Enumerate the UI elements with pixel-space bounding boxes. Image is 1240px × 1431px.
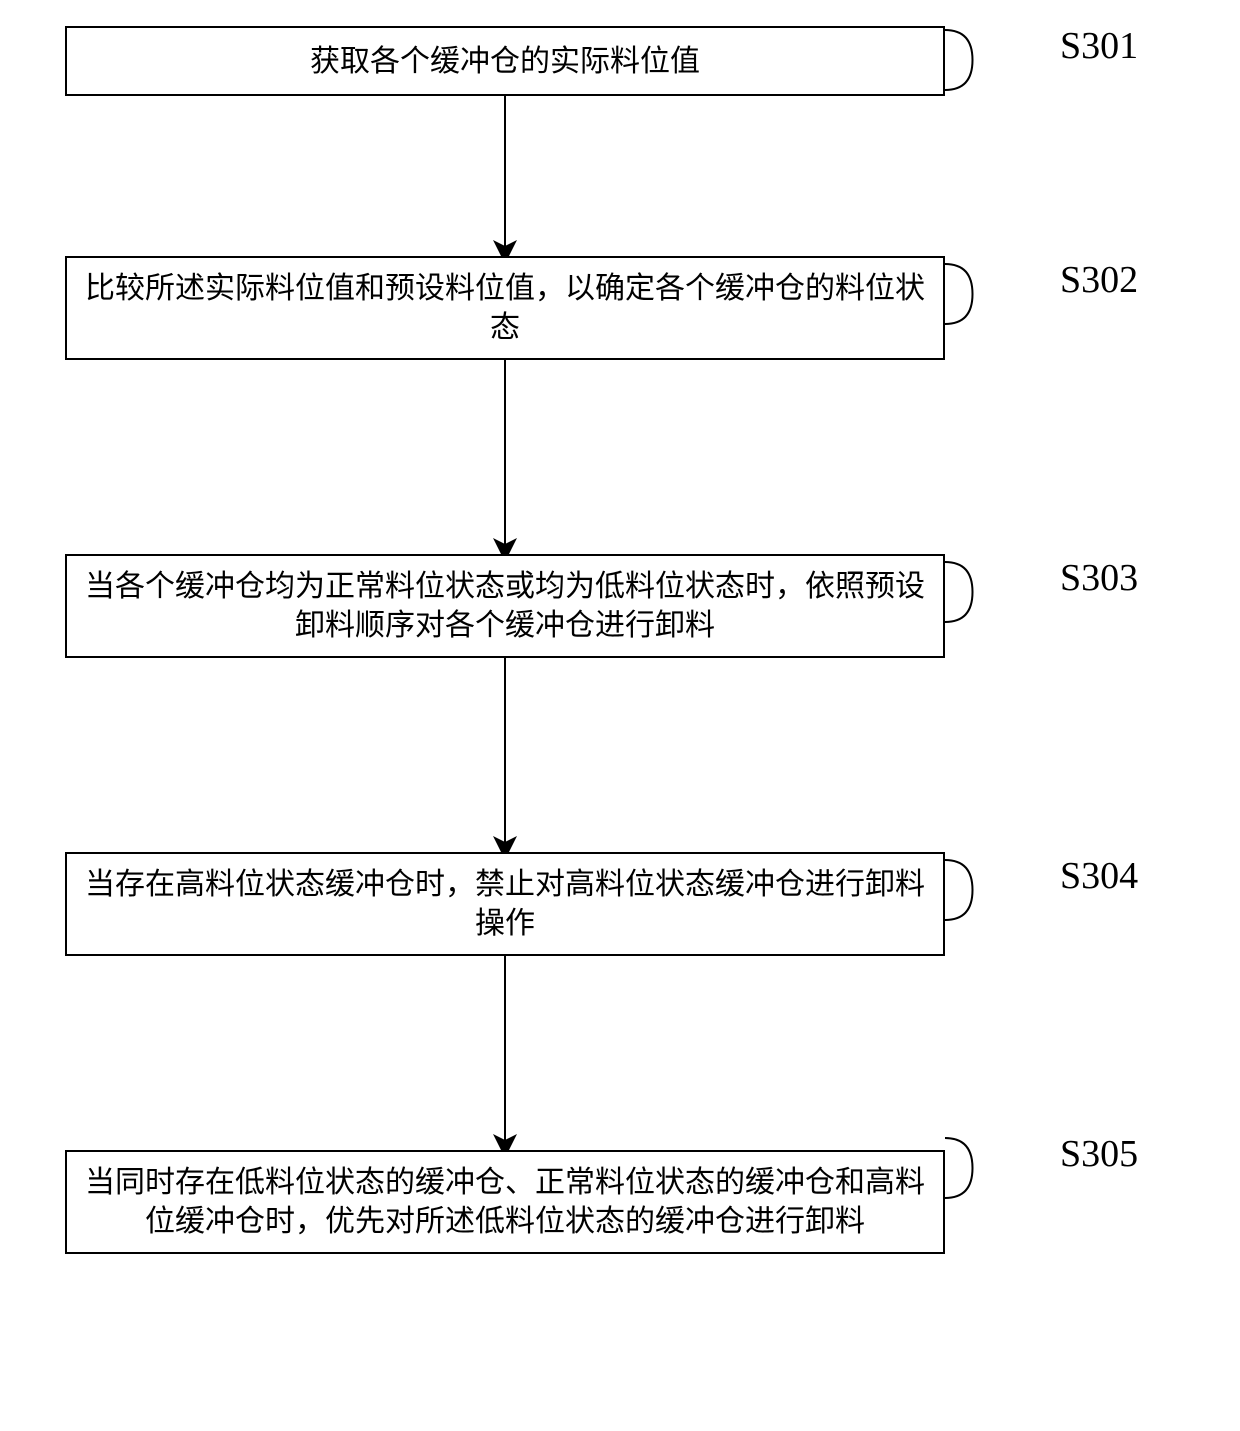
label-connector [945, 264, 973, 324]
flow-node-s302: 比较所述实际料位值和预设料位值，以确定各个缓冲仓的料位状态 [65, 256, 945, 360]
step-label-s301: S301 [1060, 24, 1138, 68]
flow-node-text: 当存在高料位状态缓冲仓时，禁止对高料位状态缓冲仓进行卸料操作 [81, 865, 929, 943]
label-connector [945, 562, 973, 622]
step-label-s305: S305 [1060, 1132, 1138, 1176]
step-label-s302: S302 [1060, 258, 1138, 302]
flowchart-canvas: 获取各个缓冲仓的实际料位值 比较所述实际料位值和预设料位值，以确定各个缓冲仓的料… [0, 0, 1240, 1431]
step-label-s303: S303 [1060, 556, 1138, 600]
flow-node-text: 获取各个缓冲仓的实际料位值 [310, 42, 700, 81]
flow-node-s304: 当存在高料位状态缓冲仓时，禁止对高料位状态缓冲仓进行卸料操作 [65, 852, 945, 956]
flow-node-text: 当同时存在低料位状态的缓冲仓、正常料位状态的缓冲仓和高料位缓冲仓时，优先对所述低… [81, 1163, 929, 1241]
flow-node-s303: 当各个缓冲仓均为正常料位状态或均为低料位状态时，依照预设卸料顺序对各个缓冲仓进行… [65, 554, 945, 658]
label-connector [945, 1138, 973, 1198]
flow-node-text: 比较所述实际料位值和预设料位值，以确定各个缓冲仓的料位状态 [81, 269, 929, 347]
label-connector [945, 860, 973, 920]
flow-node-text: 当各个缓冲仓均为正常料位状态或均为低料位状态时，依照预设卸料顺序对各个缓冲仓进行… [81, 567, 929, 645]
flow-node-s301: 获取各个缓冲仓的实际料位值 [65, 26, 945, 96]
step-label-s304: S304 [1060, 854, 1138, 898]
connector-group [945, 30, 973, 1198]
flow-node-s305: 当同时存在低料位状态的缓冲仓、正常料位状态的缓冲仓和高料位缓冲仓时，优先对所述低… [65, 1150, 945, 1254]
label-connector [945, 30, 973, 90]
